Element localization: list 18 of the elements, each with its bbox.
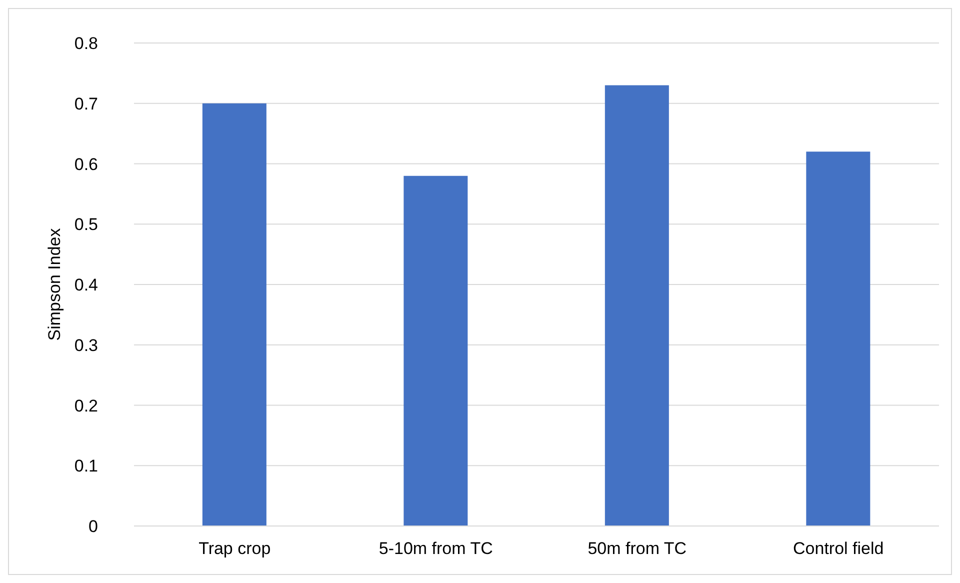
- bar: [404, 176, 468, 526]
- y-tick-label: 0.7: [74, 94, 98, 114]
- y-tick-label: 0: [88, 517, 98, 536]
- bar: [806, 152, 870, 526]
- y-tick-label: 0.5: [74, 215, 98, 234]
- y-tick-label: 0.4: [74, 276, 98, 295]
- x-tick-label: Control field: [793, 539, 884, 558]
- bar: [202, 103, 266, 526]
- y-axis-title: Simpson Index: [45, 228, 64, 341]
- x-tick-label: 5-10m from TC: [378, 539, 493, 558]
- y-tick-label: 0.8: [74, 34, 98, 54]
- y-tick-label: 0.6: [74, 154, 98, 174]
- y-tick-label: 0.1: [74, 456, 98, 476]
- x-tick-label: Trap crop: [198, 539, 271, 558]
- y-tick-label: 0.2: [74, 396, 98, 416]
- bar: [604, 85, 669, 526]
- x-tick-label: 50m from TC: [588, 539, 687, 558]
- y-tick-label: 0.3: [74, 336, 98, 355]
